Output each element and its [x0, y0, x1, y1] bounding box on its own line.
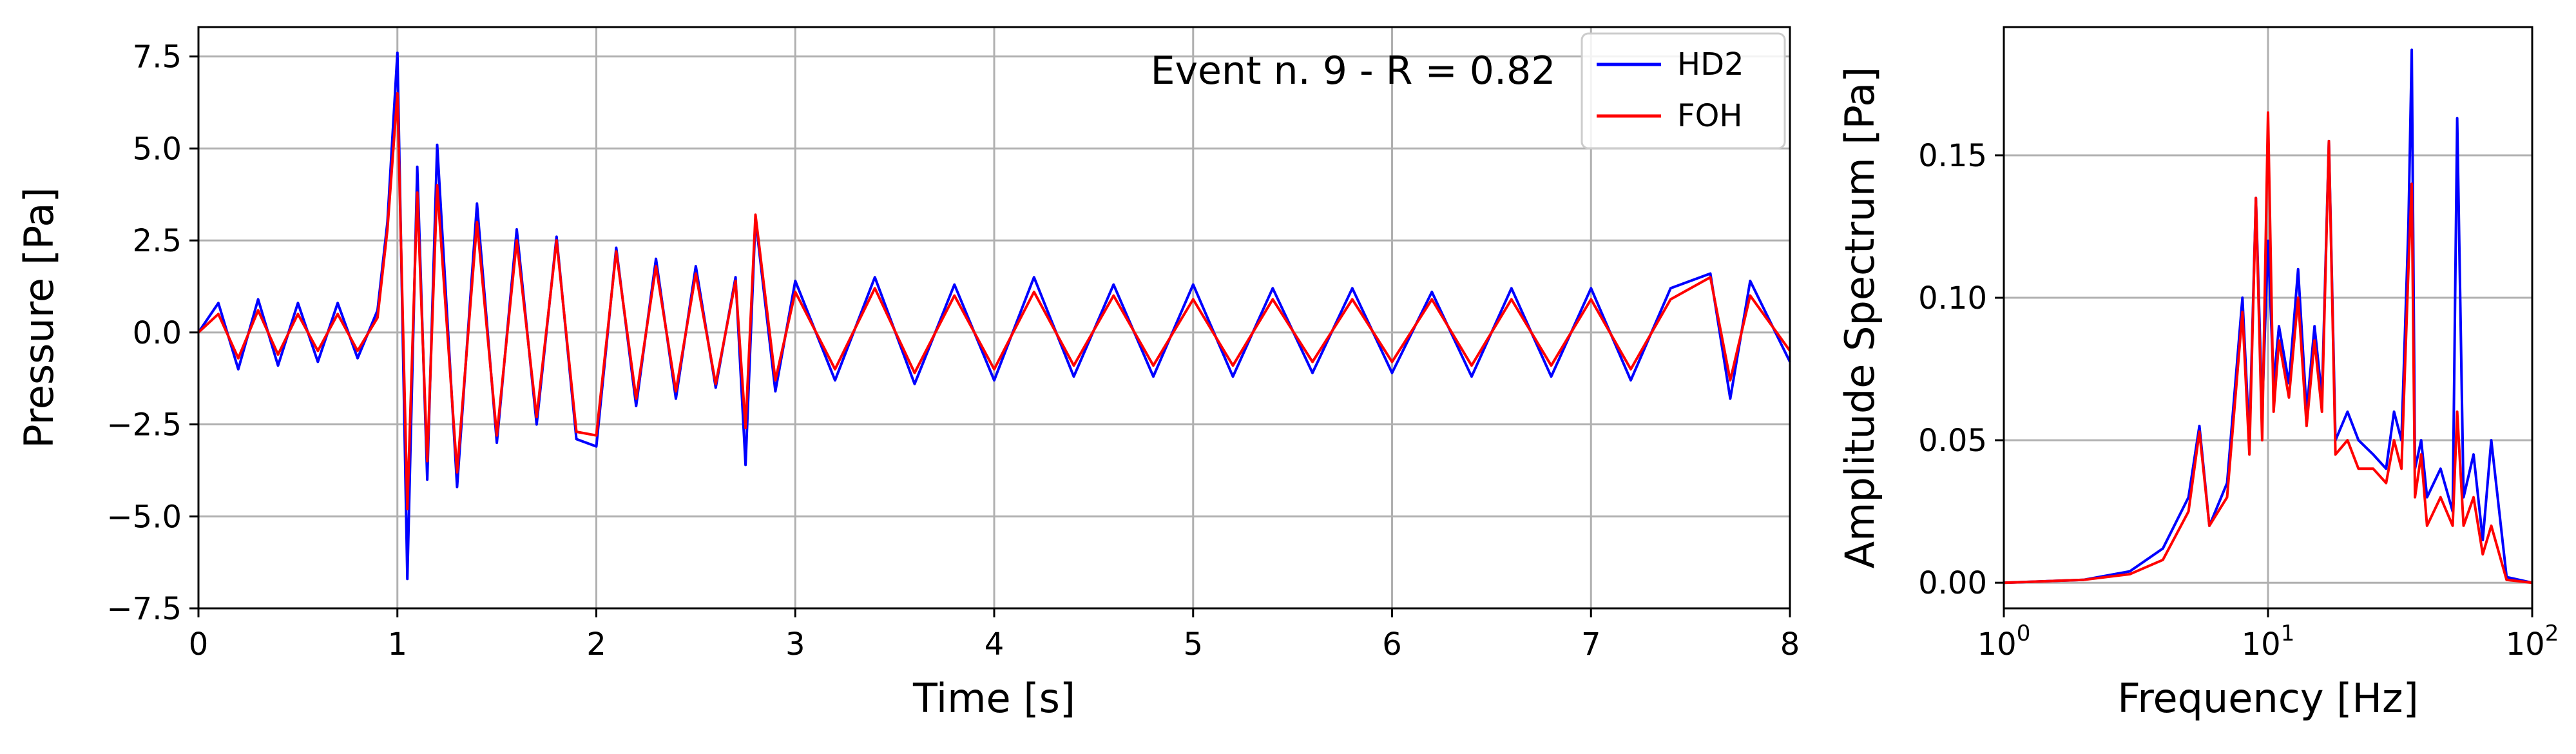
y-tick-label: −5.0 [106, 499, 182, 535]
spectrum-ticks: 100 101 102 0.00 0.05 0.10 0.15 [1918, 138, 2559, 662]
x-tick-label: 1 [387, 626, 407, 662]
x-tick-label: 8 [1780, 626, 1800, 662]
legend-label-hd2: HD2 [1677, 46, 1744, 82]
x-tick-label: 2 [586, 626, 606, 662]
y-tick-label: 0.15 [1918, 138, 1987, 174]
x-tick-label: 3 [785, 626, 805, 662]
x-tick-label: 0 [189, 626, 209, 662]
x-tick-label: 6 [1382, 626, 1402, 662]
time-series-lines [197, 52, 1791, 581]
y-tick-label: 2.5 [133, 223, 182, 259]
spectrum-lines [2003, 48, 2533, 585]
series-line-foh [2003, 111, 2533, 585]
y-tick-label: 5.0 [133, 131, 182, 167]
y-tick-label: 7.5 [133, 39, 182, 75]
x-tick-label: 5 [1183, 626, 1203, 662]
time-chart-title: Event n. 9 - R = 0.82 [1151, 48, 1556, 93]
time-x-axis-label: Time [s] [912, 675, 1075, 722]
time-ticks: 0 1 2 3 4 5 6 7 8 −7.5 −5.0 −2.5 0.0 2.5 5.0 7.5 [106, 39, 1800, 662]
y-tick-label: −2.5 [106, 407, 182, 443]
legend-box [1581, 32, 1786, 150]
y-tick-label: 0.05 [1918, 423, 1987, 459]
spectrum-y-axis-label: Amplitude Spectrum [Pa] [1836, 67, 1883, 569]
time-series-panel: 0 1 2 3 4 5 6 7 8 −7.5 −5.0 −2.5 0.0 2.5 5.0 7.5 Time [… [15, 26, 1800, 722]
time-y-axis-label: Pressure [Pa] [15, 187, 62, 448]
legend: HD2 FOH [1581, 32, 1786, 150]
x-tick-label: 100 [1977, 621, 2031, 662]
legend-label-foh: FOH [1677, 98, 1742, 134]
spectrum-panel: 100 101 102 0.00 0.05 0.10 0.15 Frequency [Hz]… [1836, 26, 2559, 722]
x-tick-label: 102 [2506, 621, 2559, 662]
y-tick-label: 0.10 [1918, 280, 1987, 316]
x-tick-label: 4 [985, 626, 1004, 662]
y-tick-label: 0.00 [1918, 565, 1987, 601]
y-tick-label: 0.0 [133, 315, 182, 351]
series-line-foh [197, 92, 1791, 510]
y-tick-label: −7.5 [106, 591, 182, 627]
x-tick-label: 7 [1581, 626, 1601, 662]
x-tick-label: 101 [2242, 621, 2295, 662]
spectrum-x-axis-label: Frequency [Hz] [2117, 675, 2419, 722]
